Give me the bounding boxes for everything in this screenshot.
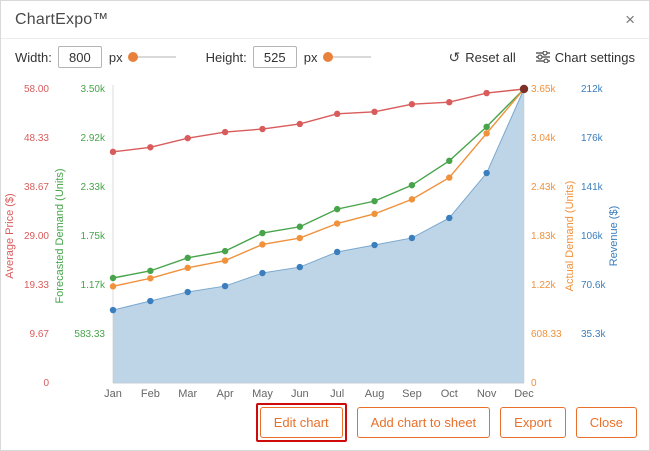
annotation-highlight: Edit chart — [255, 403, 347, 442]
svg-text:2.92k: 2.92k — [81, 133, 106, 144]
x-axis-labels: Jan Feb Mar Apr May Jun Jul Aug Sep Oct Nov Dec — [104, 388, 534, 400]
dialog-title: ChartExpo™ — [15, 10, 109, 28]
svg-text:0: 0 — [531, 378, 537, 389]
toolbar-right: ↺ Reset all Chart settings — [448, 49, 635, 66]
series-price — [109, 85, 528, 156]
svg-text:9.67: 9.67 — [30, 329, 50, 340]
svg-text:Mar: Mar — [178, 388, 197, 400]
multi-axis-line-chart: 0 9.67 19.33 29.00 38.67 48.33 58.00 Average Pr… — [4, 84, 620, 400]
series-forecast — [109, 85, 528, 282]
edit-chart-button[interactable]: Edit chart — [259, 407, 343, 438]
close-button[interactable]: Close — [575, 407, 637, 438]
svg-text:58.00: 58.00 — [24, 84, 49, 95]
svg-text:29.00: 29.00 — [24, 231, 49, 242]
width-label: Width: — [15, 49, 52, 65]
svg-text:Jun: Jun — [291, 388, 309, 400]
chart-settings-button[interactable]: Chart settings — [535, 49, 635, 65]
svg-text:Jul: Jul — [330, 388, 344, 400]
footer-buttons: Edit chart Add chart to sheet Export Clo… — [255, 403, 637, 442]
svg-text:608.33: 608.33 — [531, 329, 562, 340]
width-input[interactable] — [57, 46, 102, 68]
svg-text:176k: 176k — [581, 133, 604, 144]
svg-text:Oct: Oct — [441, 388, 458, 400]
svg-text:38.67: 38.67 — [24, 182, 49, 193]
svg-text:3.50k: 3.50k — [81, 84, 106, 95]
axis-price: 0 9.67 19.33 29.00 38.67 48.33 58.00 Average Pr… — [4, 84, 49, 389]
svg-text:Sep: Sep — [402, 388, 422, 400]
svg-text:Feb: Feb — [141, 388, 160, 400]
svg-text:Forecasted Demand (Units): Forecasted Demand (Units) — [54, 168, 66, 303]
svg-text:1.22k: 1.22k — [531, 280, 556, 291]
reset-icon: ↺ — [448, 48, 461, 65]
svg-text:3.65k: 3.65k — [531, 84, 556, 95]
close-icon[interactable]: × — [625, 10, 635, 29]
height-label: Height: — [205, 49, 247, 65]
chart-settings-label: Chart settings — [554, 49, 635, 65]
svg-text:19.33: 19.33 — [24, 280, 49, 291]
height-unit-label: px — [303, 49, 318, 65]
reset-all-label: Reset all — [465, 49, 516, 65]
svg-text:May: May — [252, 388, 273, 400]
dialog-header: ChartExpo™ × — [1, 1, 649, 39]
svg-text:Average Price ($): Average Price ($) — [4, 193, 16, 278]
export-button[interactable]: Export — [500, 407, 566, 438]
svg-text:Nov: Nov — [477, 388, 497, 400]
svg-text:106k: 106k — [581, 231, 604, 242]
svg-text:1.83k: 1.83k — [531, 231, 556, 242]
axis-forecast: 583.33 1.17k 1.75k 2.33k 2.92k 3.50k Forecaste… — [54, 84, 106, 340]
height-input[interactable] — [252, 46, 297, 68]
svg-text:35.3k: 35.3k — [581, 329, 606, 340]
svg-text:48.33: 48.33 — [24, 133, 49, 144]
svg-text:0: 0 — [43, 378, 49, 389]
width-slider[interactable] — [127, 52, 176, 62]
height-slider-handle[interactable] — [322, 52, 333, 62]
series-revenue — [109, 85, 528, 383]
svg-text:Jan: Jan — [104, 388, 122, 400]
axis-revenue: 35.3k 70.6k 106k 141k 176k 212k Revenue ($) — [581, 84, 620, 340]
svg-text:Dec: Dec — [514, 388, 534, 400]
svg-text:2.33k: 2.33k — [81, 182, 106, 193]
sliders-icon — [535, 51, 550, 63]
svg-text:3.04k: 3.04k — [531, 133, 556, 144]
svg-text:1.75k: 1.75k — [81, 231, 106, 242]
reset-all-button[interactable]: ↺ Reset all — [448, 49, 515, 66]
add-chart-to-sheet-button[interactable]: Add chart to sheet — [356, 407, 491, 438]
svg-text:212k: 212k — [581, 84, 604, 95]
end-point — [519, 84, 529, 94]
toolbar: Width: px Height: px ↺ Reset all — [1, 39, 649, 75]
svg-text:Apr: Apr — [217, 388, 234, 400]
svg-text:583.33: 583.33 — [74, 329, 105, 340]
svg-text:70.6k: 70.6k — [581, 280, 606, 291]
svg-text:Actual Demand (Units): Actual Demand (Units) — [564, 181, 576, 292]
height-slider[interactable] — [322, 52, 371, 62]
svg-text:141k: 141k — [581, 182, 604, 193]
svg-text:Aug: Aug — [365, 388, 385, 400]
svg-text:2.43k: 2.43k — [531, 182, 556, 193]
width-unit-label: px — [108, 49, 123, 65]
chart-canvas: 0 9.67 19.33 29.00 38.67 48.33 58.00 Average Pr… — [1, 75, 649, 407]
svg-text:1.17k: 1.17k — [81, 280, 106, 291]
axis-actual: 0 608.33 1.22k 1.83k 2.43k 3.04k 3.65k Actual D… — [531, 84, 576, 389]
svg-text:Revenue ($): Revenue ($) — [608, 206, 620, 267]
width-slider-handle[interactable] — [127, 52, 138, 62]
